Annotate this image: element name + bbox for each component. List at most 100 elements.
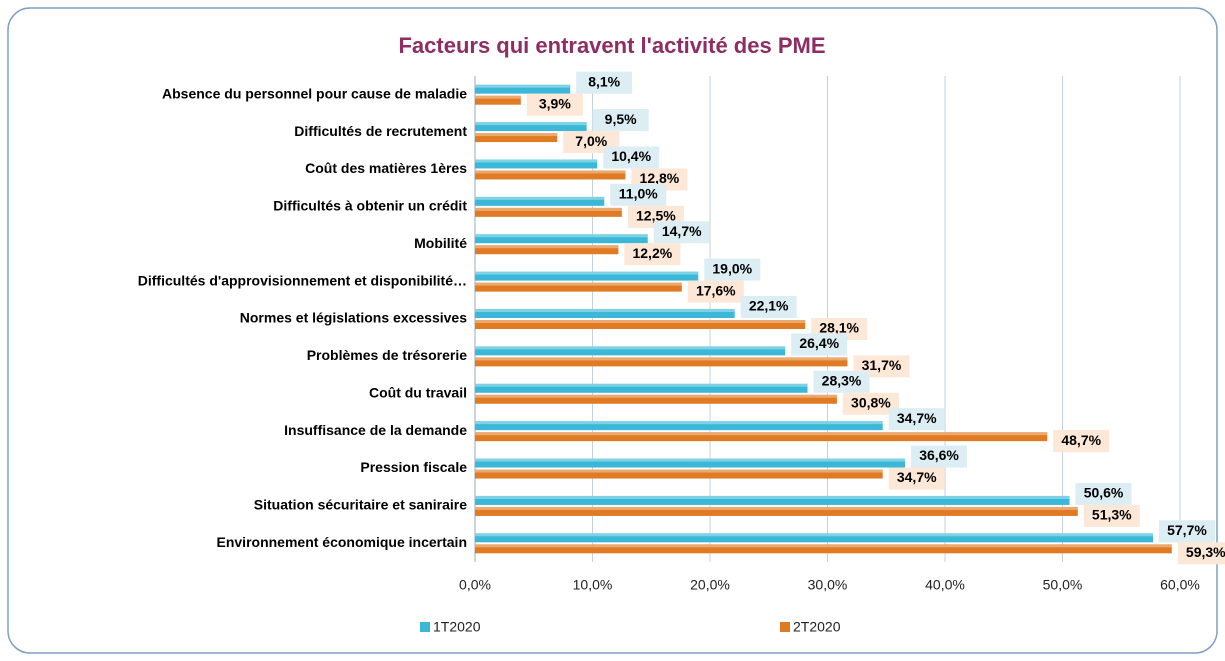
value-label: 28,3% xyxy=(822,372,862,388)
value-label-bg xyxy=(576,71,633,94)
category-label: Absence du personnel pour cause de malad… xyxy=(162,85,467,101)
value-label-bg xyxy=(888,408,945,431)
value-label-bg xyxy=(1075,482,1132,505)
value-label-bg xyxy=(610,183,667,206)
category-label: Difficultés à obtenir un crédit xyxy=(273,198,467,214)
category-label: Situation sécuritaire et saniraire xyxy=(254,497,467,513)
x-tick-label: 40,0% xyxy=(925,577,965,593)
bar-shade xyxy=(475,282,682,286)
bar xyxy=(475,196,605,206)
value-label: 11,0% xyxy=(619,186,658,202)
value-label: 8,1% xyxy=(588,73,620,89)
category-label: Normes et législations excessives xyxy=(240,310,467,326)
value-label-bg xyxy=(624,243,681,266)
bar-shade xyxy=(475,506,1078,510)
value-label: 30,8% xyxy=(851,394,891,410)
bar xyxy=(475,432,1048,442)
value-label-bg xyxy=(911,445,968,468)
legend-swatch xyxy=(420,622,430,632)
bar-shade xyxy=(475,309,735,312)
bar xyxy=(475,282,682,292)
x-tick-label: 60,0% xyxy=(1160,577,1200,593)
bar xyxy=(475,207,622,217)
bar xyxy=(475,320,806,329)
value-label: 3,9% xyxy=(539,95,571,111)
value-label-bg xyxy=(1083,504,1140,527)
value-label: 50,6% xyxy=(1084,485,1124,501)
bar xyxy=(475,234,648,244)
x-tick-label: 0,0% xyxy=(459,577,491,593)
value-label-bg xyxy=(603,146,660,169)
value-label: 14,7% xyxy=(662,223,702,239)
value-label: 7,0% xyxy=(575,133,607,149)
bar-shade xyxy=(475,245,619,249)
bar xyxy=(475,309,735,318)
category-label: Problèmes de trésorerie xyxy=(307,347,468,363)
value-label-bg xyxy=(740,296,797,318)
category-label: Coût du travail xyxy=(369,384,467,400)
value-label: 19,0% xyxy=(712,260,752,276)
bar-shade xyxy=(475,196,605,200)
value-label-bg xyxy=(1158,520,1215,543)
bar xyxy=(475,122,587,132)
value-label-bg xyxy=(687,280,744,303)
value-label-bg xyxy=(842,392,899,415)
bar xyxy=(475,544,1172,554)
value-label-bg xyxy=(526,93,583,116)
bar xyxy=(475,159,598,169)
value-label-bg xyxy=(791,333,848,356)
value-label: 36,6% xyxy=(919,447,959,463)
bar xyxy=(475,469,883,479)
legend-label: 1T2020 xyxy=(433,619,481,635)
bar-shade xyxy=(475,383,808,387)
bar-shade xyxy=(475,122,587,126)
value-label: 34,7% xyxy=(897,469,937,485)
value-label-bg xyxy=(1177,542,1225,565)
bar-shade xyxy=(475,159,598,163)
bar xyxy=(475,95,521,105)
bar-shade xyxy=(475,346,786,350)
category-label: Pression fiscale xyxy=(360,459,467,475)
value-label: 57,7% xyxy=(1167,522,1207,538)
value-label: 12,5% xyxy=(636,208,676,224)
bar xyxy=(475,495,1070,505)
value-label: 51,3% xyxy=(1092,507,1132,523)
bar-shade xyxy=(475,432,1048,436)
bar xyxy=(475,383,808,393)
category-label: Difficultés de recrutement xyxy=(294,123,467,139)
value-label: 10,4% xyxy=(611,148,651,164)
bar-shade xyxy=(475,495,1070,499)
bar-shade xyxy=(475,84,571,88)
value-label-bg xyxy=(813,370,870,393)
value-label-bg xyxy=(888,467,945,490)
bar-shade xyxy=(475,544,1172,548)
value-label: 22,1% xyxy=(749,298,789,314)
chart-frame xyxy=(7,7,1218,654)
bar xyxy=(475,346,786,356)
value-label: 12,2% xyxy=(632,245,672,261)
bar xyxy=(475,394,837,404)
value-label: 26,4% xyxy=(799,335,839,351)
bar xyxy=(475,271,699,281)
bar-shade xyxy=(475,533,1153,537)
bar xyxy=(475,245,619,255)
value-label: 12,8% xyxy=(640,170,680,186)
category-label: Difficultés d'approvisionnement et dispo… xyxy=(138,272,467,288)
bar-shade xyxy=(475,271,699,275)
x-tick-label: 30,0% xyxy=(808,577,848,593)
bar-shade xyxy=(475,234,648,238)
bar xyxy=(475,533,1153,543)
value-label: 48,7% xyxy=(1061,432,1101,448)
bar-shade xyxy=(475,320,806,323)
value-label-bg xyxy=(653,221,710,244)
bar-shade xyxy=(475,458,906,462)
bar xyxy=(475,133,558,143)
bar-shade xyxy=(475,357,848,361)
value-label: 34,7% xyxy=(897,410,937,426)
bar-shade xyxy=(475,133,558,137)
legend-label: 2T2020 xyxy=(793,619,841,635)
chart-title: Facteurs qui entravent l'activité des PM… xyxy=(398,33,825,58)
bar-shade xyxy=(475,207,622,211)
x-tick-label: 50,0% xyxy=(1043,577,1083,593)
